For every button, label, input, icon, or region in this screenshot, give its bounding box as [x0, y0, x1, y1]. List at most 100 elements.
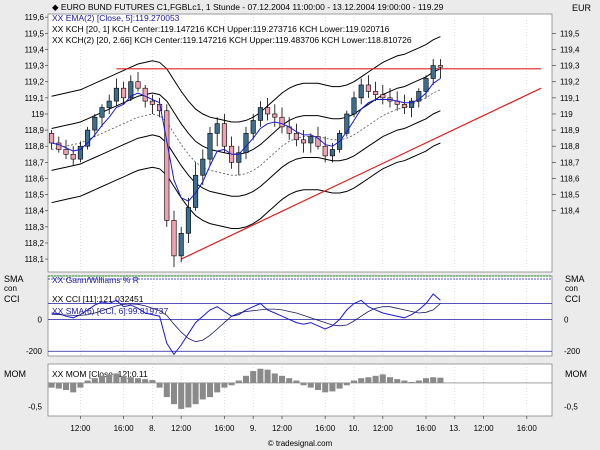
x-tick-label: 12:00: [70, 424, 91, 433]
price-tick-label-right: 118,6: [560, 174, 580, 183]
cci-sma-line: [51, 303, 441, 343]
candle-down: [164, 110, 170, 221]
candle-up: [430, 65, 436, 79]
candle: [250, 113, 256, 140]
candle: [301, 130, 307, 153]
candle: [135, 72, 141, 92]
mom-bar: [271, 373, 278, 383]
mom-bar: [228, 382, 235, 386]
mom-bar: [70, 382, 77, 393]
mom-bar: [163, 382, 170, 398]
candle: [401, 94, 407, 114]
cci-tick-label-right: 0: [564, 315, 569, 324]
candle-up: [214, 123, 220, 134]
x-tick-label: 16:00: [416, 424, 437, 433]
kch1-legend: XX KCH [20, 1] KCH Center:119.147216 KCH…: [52, 24, 390, 34]
mom-bar: [134, 378, 142, 383]
candle-up: [85, 129, 91, 147]
mom-bar: [84, 380, 91, 383]
candle: [63, 139, 69, 160]
kch2-legend: XX KCH(2) [20, 2.66] KCH Center:119.1472…: [52, 35, 412, 45]
price-tick-label-right: 119,3: [560, 62, 580, 71]
price-tick-label: 118,7: [25, 158, 45, 167]
candle: [70, 146, 76, 166]
mom-tick-label-right: -0,5: [564, 403, 578, 412]
price-tick-label: 118,1: [25, 255, 45, 264]
mom-bar: [185, 382, 192, 408]
cci-tick-label: -200: [26, 347, 43, 356]
candle: [322, 136, 328, 163]
price-tick-label: 119,3: [25, 62, 45, 71]
kch2-lower: [51, 142, 441, 229]
price-tick-label: 118,3: [25, 223, 45, 232]
price-tick-label-right: 119,1: [560, 94, 580, 103]
candle: [121, 81, 127, 105]
x-tick-label: 12:00: [272, 424, 293, 433]
candle-down: [365, 84, 371, 92]
cci-panel: [47, 275, 553, 357]
price-tick-label: 119,6: [25, 13, 45, 22]
x-tick-label: 10.: [348, 424, 359, 433]
mom-panel: [47, 363, 553, 417]
candle: [221, 113, 227, 153]
price-tick-label-right: 119,4: [560, 45, 580, 54]
price-tick-label: 118,9: [25, 126, 45, 135]
price-tick-label-right: 118,5: [560, 191, 580, 200]
cci-legend: XX CCI [11]:121.032451: [52, 294, 144, 304]
x-tick-label: 13.: [449, 424, 460, 433]
price-tick-label-right: 119,2: [560, 78, 580, 87]
candle-up: [358, 84, 364, 99]
mom-bar: [142, 379, 149, 383]
mom-bar: [106, 374, 113, 383]
mom-bar: [386, 377, 394, 383]
candle: [113, 78, 119, 106]
candle-up: [243, 133, 249, 153]
price-y-axis-right: 118,4 118,5 118,6 118,7 118,8 118,9 119 119,1 11…: [552, 29, 580, 216]
mom-tick-label: -0,5: [28, 403, 42, 412]
price-tick-label: 118,4: [25, 207, 45, 216]
cci-tick-label-right: -200: [564, 347, 581, 356]
price-tick-label: 118,5: [25, 191, 45, 200]
price-tick-label: 119,5: [25, 29, 45, 38]
candle-up: [329, 149, 335, 157]
candle-down: [135, 81, 141, 89]
mom-bar: [206, 382, 214, 398]
candle-down: [121, 87, 127, 99]
price-tick-label-right: 118,7: [560, 158, 580, 167]
mom-bar: [77, 382, 84, 388]
candle-down: [322, 145, 328, 157]
candle: [380, 84, 386, 105]
ema-line: [51, 78, 441, 202]
candle: [373, 81, 379, 102]
mom-bar: [437, 377, 444, 383]
x-tick-label: 12:00: [474, 424, 495, 433]
candle: [164, 104, 170, 227]
sma-label-left: SMA: [4, 274, 24, 284]
candle: [207, 126, 213, 166]
mom-bar: [278, 375, 286, 383]
x-tick-label: 9.: [250, 424, 257, 433]
x-tick-label: 16:00: [114, 424, 135, 433]
mom-bar: [300, 382, 307, 386]
mom-bar: [113, 373, 120, 383]
candle: [92, 113, 98, 137]
header-legend: ◆ EURO BUND FUTURES C1,FGBLc1, 1 Stunde …: [52, 2, 444, 45]
candle-down: [70, 153, 76, 160]
candle-up: [113, 87, 119, 102]
watermark: © tradesignal.com: [268, 439, 333, 448]
candle-up: [416, 91, 422, 102]
candle: [416, 88, 422, 108]
mom-bar: [365, 377, 372, 383]
candle: [423, 75, 429, 98]
candle-down: [221, 123, 227, 147]
candle: [214, 117, 220, 147]
price-tick-label: 119: [31, 110, 44, 119]
price-tick-label-right: 119,5: [560, 29, 580, 38]
candle-up: [193, 174, 199, 208]
mom-bar: [156, 382, 163, 388]
cci-sma-legend: XX SMA(6) [CCI, 6]:99.819737: [52, 306, 168, 316]
mom-bar: [120, 375, 127, 383]
kch2-upper: [51, 36, 441, 123]
candle: [293, 123, 299, 147]
